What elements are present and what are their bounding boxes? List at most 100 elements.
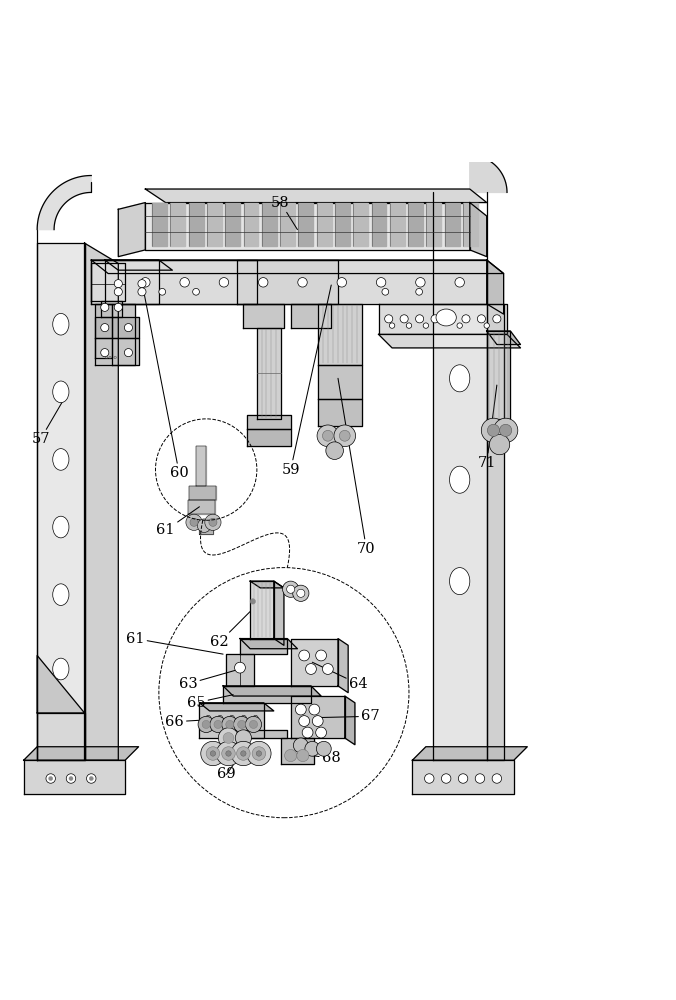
Circle shape — [389, 323, 395, 328]
Polygon shape — [372, 203, 387, 246]
Circle shape — [441, 774, 451, 783]
Text: oo o: oo o — [105, 355, 117, 360]
Circle shape — [256, 751, 262, 756]
Polygon shape — [427, 203, 441, 246]
Circle shape — [258, 278, 268, 287]
Circle shape — [247, 741, 271, 766]
Polygon shape — [470, 203, 487, 257]
Polygon shape — [91, 260, 487, 304]
Circle shape — [250, 599, 256, 604]
Polygon shape — [24, 760, 125, 794]
Polygon shape — [257, 328, 281, 419]
Circle shape — [400, 315, 408, 323]
Polygon shape — [223, 686, 321, 696]
Polygon shape — [243, 203, 258, 246]
Circle shape — [114, 303, 122, 311]
Circle shape — [484, 323, 489, 328]
Polygon shape — [291, 696, 345, 738]
Text: 65: 65 — [187, 695, 233, 710]
Text: 63: 63 — [178, 670, 235, 691]
Polygon shape — [335, 203, 350, 246]
Polygon shape — [487, 260, 504, 314]
Polygon shape — [37, 655, 84, 713]
Polygon shape — [318, 365, 362, 399]
Circle shape — [69, 776, 73, 781]
Circle shape — [337, 278, 347, 287]
Circle shape — [89, 776, 93, 781]
Polygon shape — [91, 260, 504, 274]
Polygon shape — [291, 639, 338, 686]
Circle shape — [235, 662, 245, 673]
Circle shape — [226, 720, 234, 728]
Text: 61: 61 — [126, 632, 223, 654]
Polygon shape — [145, 189, 487, 203]
Circle shape — [382, 288, 389, 295]
Circle shape — [493, 315, 501, 323]
Circle shape — [205, 514, 221, 530]
Polygon shape — [189, 486, 216, 500]
Text: 68: 68 — [297, 751, 341, 765]
Polygon shape — [247, 429, 291, 446]
Polygon shape — [91, 263, 125, 301]
Circle shape — [299, 650, 310, 661]
Circle shape — [305, 741, 320, 756]
Circle shape — [210, 716, 226, 733]
Polygon shape — [199, 703, 264, 738]
Circle shape — [322, 664, 333, 674]
Circle shape — [295, 704, 306, 715]
Ellipse shape — [53, 381, 69, 403]
Polygon shape — [262, 203, 276, 246]
Polygon shape — [225, 203, 240, 246]
Circle shape — [285, 749, 297, 762]
Ellipse shape — [450, 568, 470, 595]
Circle shape — [210, 751, 216, 756]
Polygon shape — [379, 304, 507, 334]
Circle shape — [114, 280, 122, 288]
Circle shape — [190, 518, 198, 526]
Circle shape — [317, 425, 339, 447]
Circle shape — [299, 716, 310, 726]
Polygon shape — [470, 155, 507, 192]
Circle shape — [180, 278, 189, 287]
Circle shape — [214, 720, 222, 728]
Circle shape — [458, 774, 468, 783]
Polygon shape — [188, 500, 215, 514]
Circle shape — [198, 716, 214, 733]
Text: 67: 67 — [314, 709, 380, 723]
Circle shape — [431, 315, 439, 323]
Polygon shape — [487, 331, 510, 419]
Polygon shape — [487, 331, 521, 345]
Circle shape — [141, 278, 150, 287]
Polygon shape — [223, 730, 287, 738]
Circle shape — [202, 720, 210, 728]
Ellipse shape — [53, 313, 69, 335]
Circle shape — [234, 716, 249, 733]
Polygon shape — [318, 399, 362, 426]
Polygon shape — [280, 203, 295, 246]
Polygon shape — [105, 260, 172, 270]
Circle shape — [293, 585, 309, 601]
Circle shape — [114, 288, 122, 296]
Ellipse shape — [53, 449, 69, 470]
Text: 71: 71 — [477, 385, 497, 470]
Circle shape — [101, 303, 109, 311]
Circle shape — [457, 323, 462, 328]
Circle shape — [226, 751, 231, 756]
Circle shape — [339, 430, 350, 441]
Polygon shape — [101, 301, 122, 317]
Polygon shape — [237, 260, 338, 304]
Ellipse shape — [53, 658, 69, 680]
Polygon shape — [247, 416, 291, 429]
Polygon shape — [274, 581, 284, 645]
Circle shape — [385, 315, 393, 323]
Circle shape — [193, 288, 199, 295]
Polygon shape — [390, 203, 405, 246]
Circle shape — [237, 747, 250, 760]
Circle shape — [297, 278, 307, 287]
Circle shape — [235, 730, 251, 746]
Circle shape — [334, 425, 356, 447]
Circle shape — [293, 738, 308, 753]
Circle shape — [406, 323, 412, 328]
Circle shape — [197, 519, 211, 532]
Polygon shape — [95, 317, 139, 338]
